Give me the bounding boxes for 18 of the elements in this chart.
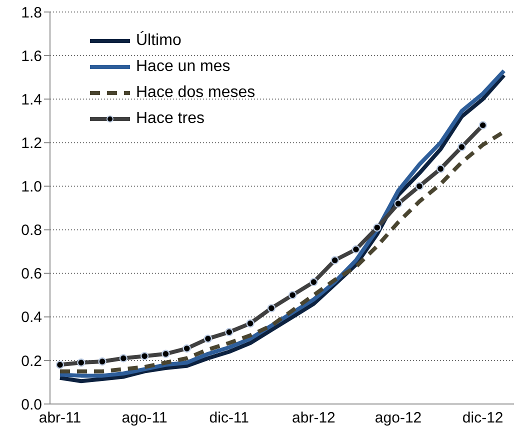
y-tick-label: 0.4 [21,309,42,326]
y-tick-label: 0.8 [21,222,42,240]
x-tick-label: dic-11 [209,410,250,427]
legend-label: Hace un mes [136,57,230,77]
x-tick-label: ago-12 [374,410,422,427]
y-tick-label: 0.2 [21,352,42,370]
legend-label: Último [136,30,182,51]
y-tick-label: 1.4 [21,91,42,108]
y-tick-label: 1.8 [21,4,42,22]
y-tick-label: 0.6 [21,266,42,283]
legend-label: Hace tres [136,109,204,129]
y-tick-label: 1.6 [21,48,42,65]
y-tick-label: 1.0 [21,178,42,196]
x-tick-label: abr-12 [292,410,336,427]
legend-label: Hace dos meses [136,83,256,103]
x-tick-label: ago-11 [122,410,168,427]
x-tick-label: dic-12 [462,410,504,427]
y-tick-label: 1.2 [21,134,42,152]
